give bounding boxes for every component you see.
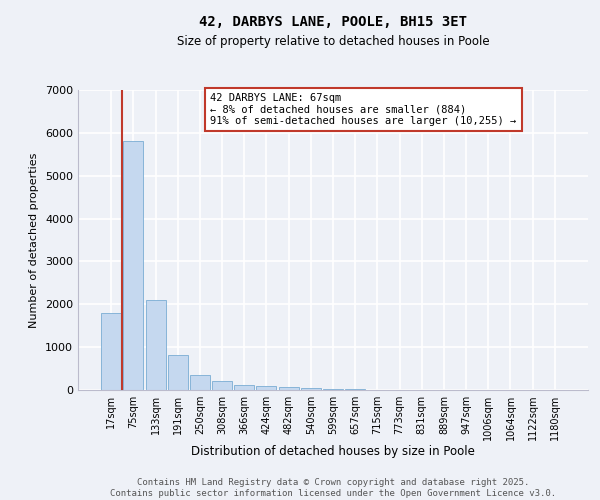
Text: 42 DARBYS LANE: 67sqm
← 8% of detached houses are smaller (884)
91% of semi-deta: 42 DARBYS LANE: 67sqm ← 8% of detached h… xyxy=(211,93,517,126)
Bar xyxy=(323,389,343,390)
Bar xyxy=(101,313,121,390)
Text: Distribution of detached houses by size in Poole: Distribution of detached houses by size … xyxy=(191,445,475,458)
Bar xyxy=(190,375,210,390)
Bar xyxy=(168,355,188,390)
Bar xyxy=(301,388,321,390)
Bar xyxy=(256,386,277,390)
Text: Size of property relative to detached houses in Poole: Size of property relative to detached ho… xyxy=(176,35,490,48)
Bar xyxy=(345,389,365,390)
Y-axis label: Number of detached properties: Number of detached properties xyxy=(29,152,40,328)
Bar xyxy=(278,388,299,390)
Bar xyxy=(234,385,254,390)
Text: Contains HM Land Registry data © Crown copyright and database right 2025.
Contai: Contains HM Land Registry data © Crown c… xyxy=(110,478,556,498)
Bar xyxy=(146,300,166,390)
Bar xyxy=(212,380,232,390)
Bar xyxy=(124,142,143,390)
Text: 42, DARBYS LANE, POOLE, BH15 3ET: 42, DARBYS LANE, POOLE, BH15 3ET xyxy=(199,15,467,29)
